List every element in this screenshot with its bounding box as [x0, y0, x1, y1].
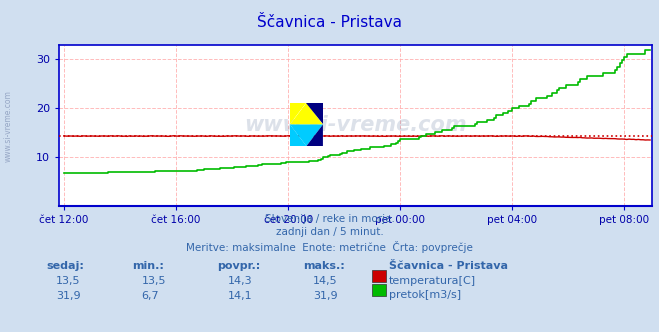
- Text: 13,5: 13,5: [56, 276, 80, 286]
- Text: www.si-vreme.com: www.si-vreme.com: [3, 90, 13, 162]
- Polygon shape: [290, 103, 306, 124]
- Text: min.:: min.:: [132, 261, 163, 271]
- Text: Slovenija / reke in morje.: Slovenija / reke in morje.: [264, 214, 395, 224]
- Text: povpr.:: povpr.:: [217, 261, 261, 271]
- Text: 13,5: 13,5: [142, 276, 166, 286]
- Text: 31,9: 31,9: [56, 290, 80, 300]
- Text: 14,5: 14,5: [313, 276, 337, 286]
- Polygon shape: [290, 124, 323, 146]
- Text: 6,7: 6,7: [142, 290, 159, 300]
- Text: Meritve: maksimalne  Enote: metrične  Črta: povprečje: Meritve: maksimalne Enote: metrične Črta…: [186, 241, 473, 253]
- Text: temperatura[C]: temperatura[C]: [389, 276, 476, 286]
- Text: maks.:: maks.:: [303, 261, 345, 271]
- Text: zadnji dan / 5 minut.: zadnji dan / 5 minut.: [275, 227, 384, 237]
- Text: 31,9: 31,9: [313, 290, 337, 300]
- Text: sedaj:: sedaj:: [46, 261, 84, 271]
- Polygon shape: [290, 124, 306, 146]
- Text: www.si-vreme.com: www.si-vreme.com: [244, 115, 467, 135]
- Text: pretok[m3/s]: pretok[m3/s]: [389, 290, 461, 300]
- Text: Ščavnica - Pristava: Ščavnica - Pristava: [389, 261, 508, 271]
- Polygon shape: [306, 103, 323, 124]
- Text: Ščavnica - Pristava: Ščavnica - Pristava: [257, 15, 402, 30]
- Text: 14,1: 14,1: [227, 290, 252, 300]
- Text: 14,3: 14,3: [227, 276, 252, 286]
- Polygon shape: [306, 124, 323, 146]
- Polygon shape: [290, 103, 323, 124]
